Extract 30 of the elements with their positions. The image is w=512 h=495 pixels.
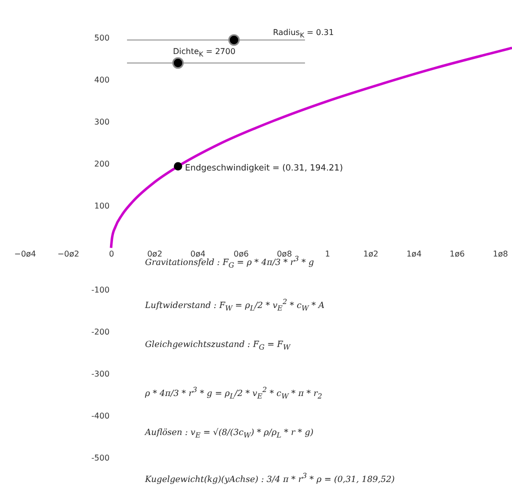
y-tick-label: -300	[91, 369, 110, 378]
text: Luftwiderstand : F$_{W}$ = ρ$_{L}$/2 * v$_{E}$$^{2}$ * c$_{W}$ * A	[145, 297, 325, 313]
y-tick-label: -500	[91, 454, 110, 463]
annotation: Gleichgewichtszustand : F$_{G}$ = F$_{W}$	[145, 340, 290, 352]
annotation: Dichte$_{K}$ = 2700	[173, 47, 236, 59]
annotation: Radius$_{K}$ = 0.31	[273, 28, 334, 40]
x-tick-label: 0ø6	[234, 249, 249, 258]
x-tick-label: −0ø2	[57, 249, 80, 258]
annotation: Auflösen : v$_{E}$ = √(8/(3c$_{W}$) * ρ/ρ$_{L}$ * r * g)	[145, 428, 314, 440]
x-tick-label: 1ø4	[406, 249, 422, 258]
y-tick-label: 500	[94, 33, 110, 42]
x-tick-label: 0ø4	[190, 249, 206, 258]
x-tick-label: 1ø2	[363, 249, 378, 258]
x-tick-label: 0	[108, 249, 114, 258]
y-tick-label: -400	[91, 412, 110, 420]
x-tick-label: 1	[325, 249, 330, 258]
x-tick-label: 0ø8	[276, 249, 292, 258]
annotation: Kugelgewicht(kg)(yAchse) : 3/4 π * r$^{3}$ * ρ = (0,31, 189,52)	[145, 471, 395, 485]
annotation: Endgeschwindigkeit = (0.31, 194.21)	[185, 163, 343, 174]
y-tick-label: -100	[91, 285, 110, 294]
y-tick-label: 400	[94, 75, 110, 84]
y-tick-label: 300	[94, 117, 110, 126]
y-tick-label: 200	[94, 159, 110, 168]
y-tick-label: 100	[94, 201, 110, 210]
x-tick-label: 1ø8	[492, 249, 508, 258]
line-series	[110, 46, 512, 250]
x-tick-label: −0ø4	[14, 249, 36, 258]
text: ρ * 4π/3 * r$^{3}$ * g = ρ$_{L}$/2 * v$_{E}$$^{2}$ * c$_{W}$ * π * r$_{2}$	[145, 385, 322, 401]
y-tick-label: -200	[91, 327, 110, 336]
x-tick-label: 1ø6	[450, 249, 465, 258]
